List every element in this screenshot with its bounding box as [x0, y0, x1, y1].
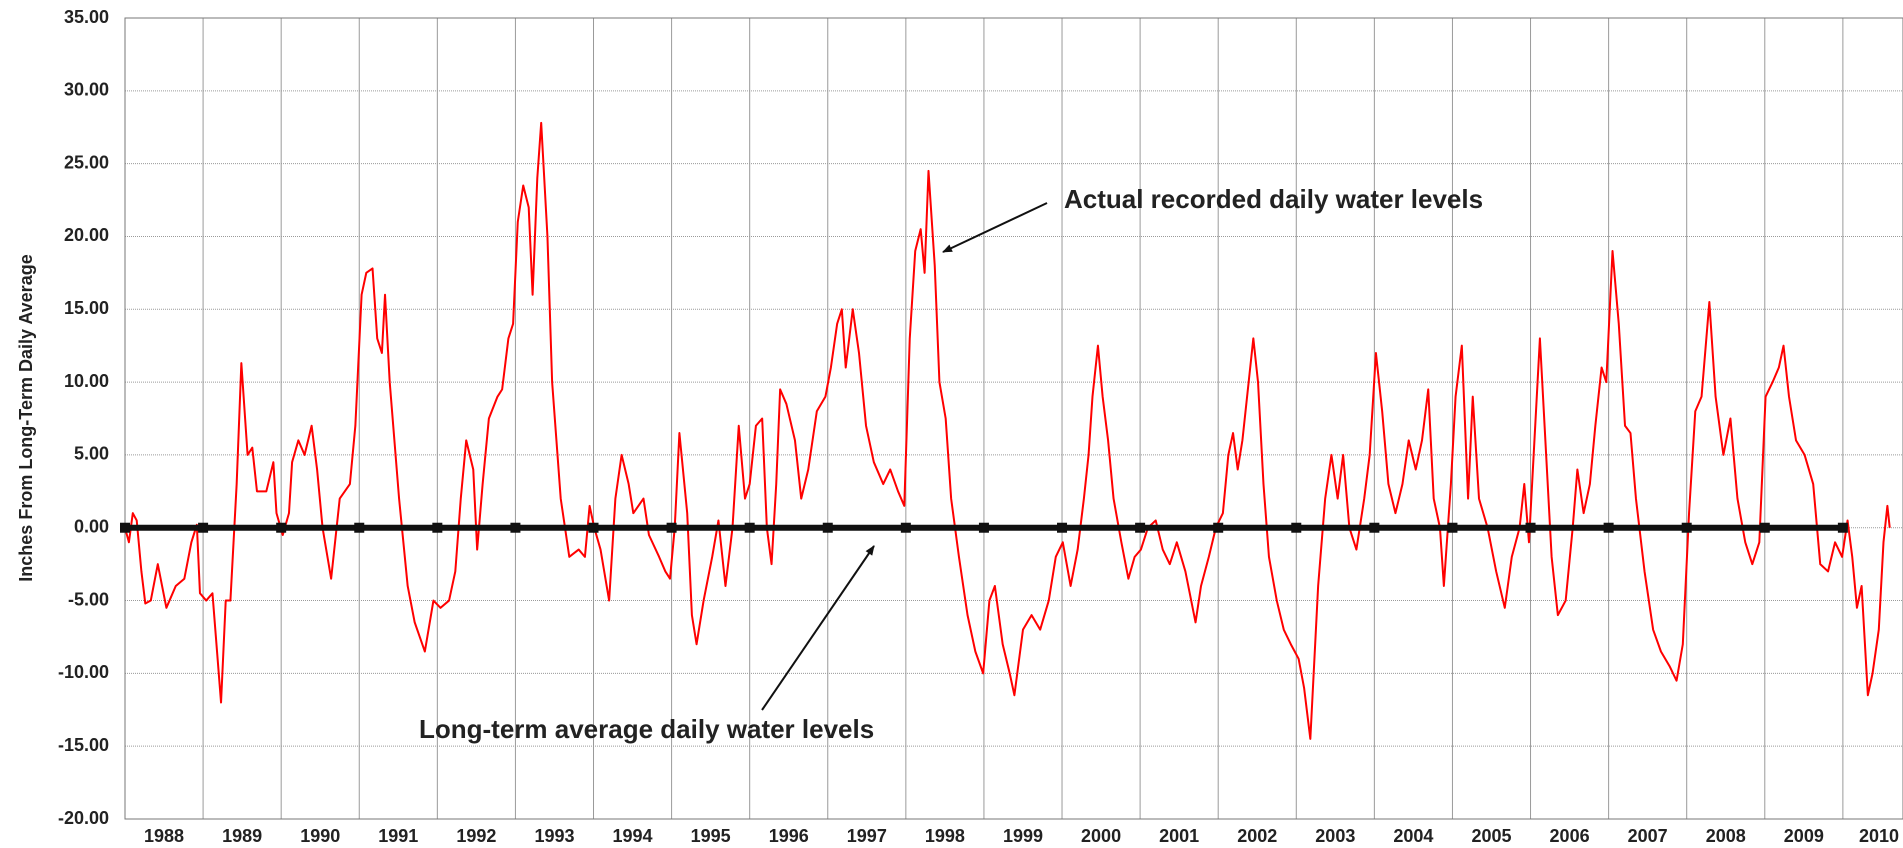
annotation: Actual recorded daily water levels	[1064, 184, 1483, 214]
plot-frame	[124, 17, 1903, 820]
x-tick-label: 1997	[847, 826, 887, 846]
x-tick-label: 1992	[456, 826, 496, 846]
x-tick-label: 1993	[534, 826, 574, 846]
average-marker	[432, 522, 443, 533]
average-marker	[1681, 522, 1692, 533]
average-marker	[198, 522, 209, 533]
average-marker	[1447, 522, 1458, 533]
x-tick-label: 1994	[613, 826, 653, 846]
x-tick-label: 1999	[1003, 826, 1043, 846]
y-tick-label: -20.00	[58, 808, 109, 828]
x-tick-label: 2009	[1784, 826, 1824, 846]
y-tick-label: 0.00	[74, 516, 109, 536]
x-tick-label: 2005	[1471, 826, 1511, 846]
x-tick-label: 1989	[222, 826, 262, 846]
x-tick-label: 2001	[1159, 826, 1199, 846]
x-tick-label: 2007	[1628, 826, 1668, 846]
average-marker	[120, 522, 130, 533]
average-marker	[1291, 522, 1302, 533]
y-axis-label: Inches From Long-Term Daily Average	[16, 254, 36, 581]
y-tick-label: 15.00	[64, 298, 109, 318]
x-tick-label: 2002	[1237, 826, 1277, 846]
x-tick-label: 2010	[1859, 826, 1899, 846]
average-marker	[1057, 522, 1068, 533]
x-tick-label: 1995	[691, 826, 731, 846]
y-tick-label: 25.00	[64, 152, 109, 172]
y-tick-label: -15.00	[58, 735, 109, 755]
annotation: Long-term average daily water levels	[419, 714, 874, 744]
y-tick-label: 30.00	[64, 80, 109, 100]
average-marker	[978, 522, 989, 533]
x-tick-label: 1990	[300, 826, 340, 846]
average-marker	[1603, 522, 1614, 533]
annotation-arrow	[942, 202, 1048, 253]
data-line	[124, 121, 1891, 740]
y-tick-label: 10.00	[64, 371, 109, 391]
average-marker	[1525, 522, 1536, 533]
average-marker	[510, 522, 521, 533]
average-marker	[588, 522, 599, 533]
average-marker	[1759, 522, 1770, 533]
y-tick-label: -10.00	[58, 662, 109, 682]
average-marker	[1837, 522, 1848, 533]
annotation-arrow	[761, 545, 875, 711]
grid: -20.00 -15.00 -10.00 -5.00 0.00 5.00 10.00 15.0…	[58, 7, 1903, 846]
average-marker	[1369, 522, 1380, 533]
x-tick-label: 1988	[144, 826, 184, 846]
x-tick-label: 2000	[1081, 826, 1121, 846]
x-tick-label: 1991	[378, 826, 418, 846]
average-marker	[900, 522, 911, 533]
y-tick-label: 35.00	[64, 7, 109, 27]
x-tick-label: 1996	[769, 826, 809, 846]
average-marker	[744, 522, 755, 533]
x-tick-label: 2006	[1550, 826, 1590, 846]
average-marker	[1135, 522, 1146, 533]
x-tick-label: 2003	[1315, 826, 1355, 846]
average-marker	[354, 522, 365, 533]
x-tick-label: 2004	[1393, 826, 1433, 846]
x-tick-label: 1998	[925, 826, 965, 846]
plot	[120, 121, 1891, 740]
average-marker	[666, 522, 677, 533]
average-marker	[822, 522, 833, 533]
x-tick-label: 2008	[1706, 826, 1746, 846]
average-marker	[1213, 522, 1224, 533]
y-tick-label: 5.00	[74, 444, 109, 464]
average-marker	[276, 522, 287, 533]
y-tick-label: -5.00	[68, 589, 109, 609]
y-tick-label: 20.00	[64, 225, 109, 245]
